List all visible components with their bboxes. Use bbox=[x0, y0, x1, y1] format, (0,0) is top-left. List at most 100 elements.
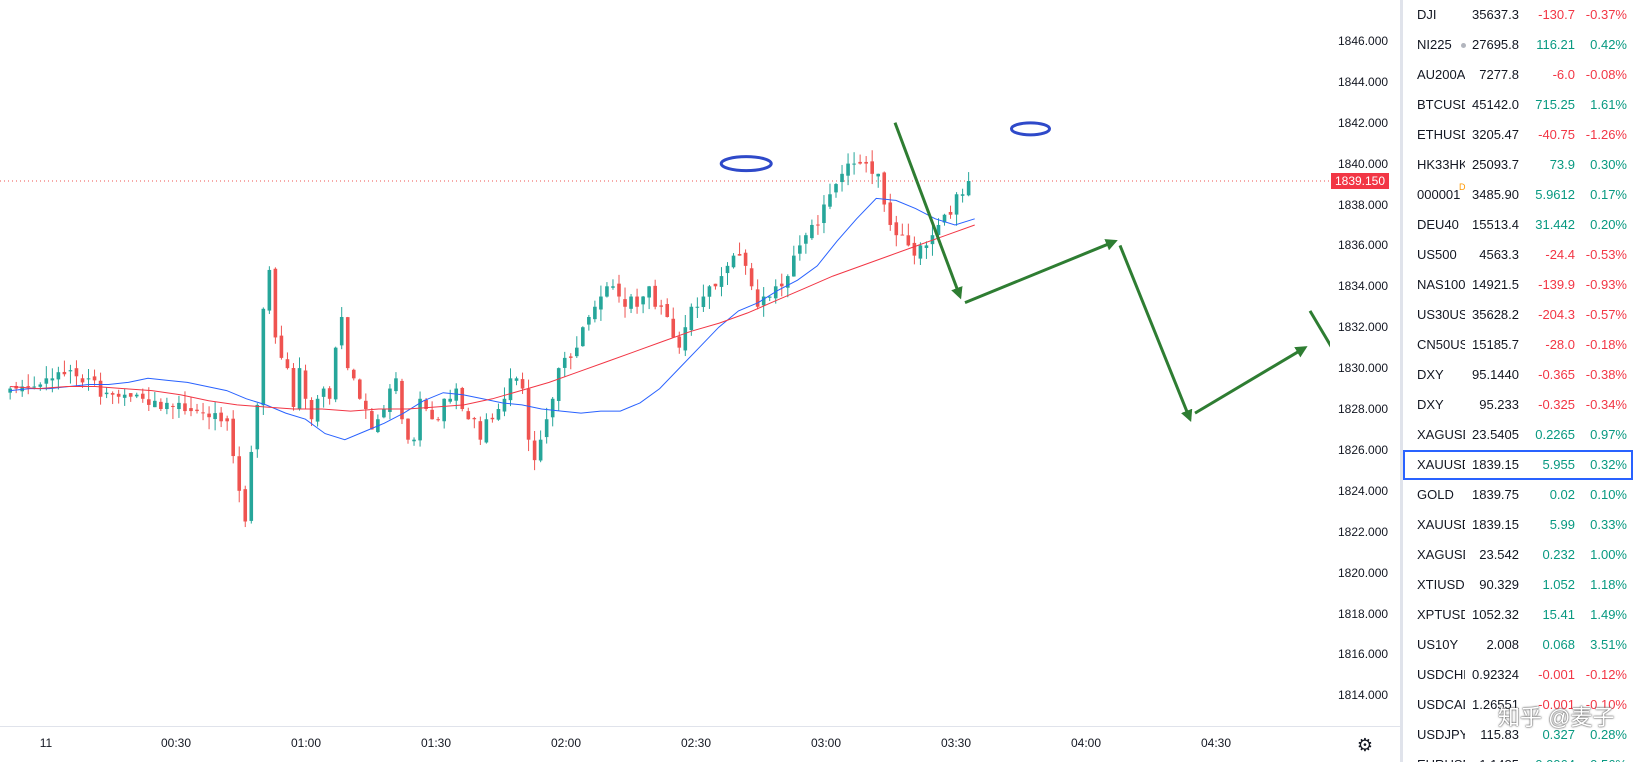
watchlist-change-percent: -0.08% bbox=[1585, 67, 1627, 82]
watchlist-row[interactable]: DEU40 15513.4 31.442 0.20% bbox=[1403, 210, 1633, 240]
chart-area[interactable] bbox=[0, 0, 1330, 726]
ma-fast-line bbox=[10, 197, 975, 441]
watchlist-row[interactable]: DXY 95.1440 -0.365 -0.38% bbox=[1403, 360, 1633, 390]
watchlist-change: 116.21 bbox=[1536, 37, 1575, 52]
candle-body bbox=[370, 411, 374, 430]
watchlist-row[interactable]: DXY 95.233 -0.325 -0.34% bbox=[1403, 390, 1633, 420]
watchlist-row[interactable]: ETHUSD 3205.47 -40.75 -1.26% bbox=[1403, 120, 1633, 150]
time-tick-label: 02:30 bbox=[680, 736, 712, 750]
candle-body bbox=[587, 316, 591, 325]
watchlist-change: -0.365 bbox=[1538, 367, 1575, 382]
watchlist-change-percent: 1.49% bbox=[1590, 607, 1627, 622]
watchlist-row[interactable]: USDJPY 115.83 0.327 0.28% bbox=[1403, 720, 1633, 750]
watchlist-row[interactable]: XPTUSD 1052.32 15.41 1.49% bbox=[1403, 600, 1633, 630]
candle-body bbox=[713, 283, 718, 287]
candle-body bbox=[273, 268, 278, 338]
candle-body bbox=[605, 286, 609, 297]
watchlist-last-price: 1.26551 bbox=[1472, 697, 1519, 712]
price-tick-label: 1828.000 bbox=[1338, 402, 1389, 416]
candle-body bbox=[864, 161, 868, 164]
watchlist-row[interactable]: USDCAD 1.26551 -0.001 -0.10% bbox=[1403, 690, 1633, 720]
time-tick-label: 01:00 bbox=[290, 736, 322, 750]
watchlist-change: -40.75 bbox=[1538, 127, 1575, 142]
chart-settings-gear-icon[interactable]: ⚙ bbox=[1330, 726, 1400, 763]
watchlist-row[interactable]: GOLD 1839.75 0.02 0.10% bbox=[1403, 480, 1633, 510]
candle-body bbox=[647, 286, 651, 298]
watchlist-row[interactable]: BTCUSD 45142.0 715.25 1.61% bbox=[1403, 90, 1633, 120]
forecast-arrow bbox=[1118, 244, 1193, 423]
watchlist-symbol: ETHUSD bbox=[1417, 127, 1465, 142]
candle-body bbox=[948, 211, 953, 215]
candle-body bbox=[593, 306, 597, 320]
current-price-label: 1839.150 bbox=[1331, 172, 1389, 189]
watchlist-symbol: DEU40 bbox=[1417, 217, 1459, 232]
watchlist-change-percent: 0.97% bbox=[1590, 427, 1627, 442]
candle-body bbox=[641, 296, 645, 305]
watchlist-row[interactable]: XAUUSD 1839.15 5.955 0.32% bbox=[1403, 450, 1633, 480]
candle-body bbox=[581, 327, 585, 347]
price-chart[interactable] bbox=[0, 0, 1330, 726]
watchlist-change-percent: 0.30% bbox=[1590, 157, 1627, 172]
price-tick-label: 1842.000 bbox=[1338, 115, 1389, 130]
watchlist-row[interactable]: EURUSD1.14850.00640.56% bbox=[1403, 750, 1633, 762]
candle-body bbox=[472, 418, 477, 420]
watchlist-change: 715.25 bbox=[1535, 97, 1575, 112]
watchlist-row[interactable]: CN50USD 15185.7 -28.0 -0.18% bbox=[1403, 330, 1633, 360]
candle-body bbox=[478, 421, 483, 440]
candle-body bbox=[792, 255, 796, 277]
watchlist-change: 0.232 bbox=[1542, 547, 1575, 562]
watchlist-last-price: 1052.32 bbox=[1472, 607, 1519, 622]
watchlist-row[interactable]: DJI 35637.3 -130.7 -0.37% bbox=[1403, 0, 1633, 30]
candle-body bbox=[623, 299, 627, 307]
candle-body bbox=[785, 276, 790, 288]
watchlist-row[interactable]: US500 4563.3 -24.4 -0.53% bbox=[1403, 240, 1633, 270]
watchlist-row[interactable]: US30USD 35628.2 -204.3 -0.57% bbox=[1403, 300, 1633, 330]
watchlist-row[interactable]: XTIUSD 90.329 1.052 1.18% bbox=[1403, 570, 1633, 600]
candle-body bbox=[544, 419, 549, 438]
time-tick-label: 01:30 bbox=[420, 736, 452, 750]
watchlist-row[interactable]: NI225 27695.8 116.21 0.42% bbox=[1403, 30, 1633, 60]
candle-body bbox=[104, 392, 109, 395]
watchlist-row[interactable]: HK33HK 25093.7 73.9 0.30% bbox=[1403, 150, 1633, 180]
watchlist-row[interactable]: XAGUSD 23.542 0.232 1.00% bbox=[1403, 540, 1633, 570]
candle-body bbox=[231, 418, 235, 457]
watchlist-change: 0.2265 bbox=[1535, 427, 1575, 442]
candle-body bbox=[870, 161, 874, 174]
candle-body bbox=[32, 386, 37, 388]
candle-body bbox=[617, 283, 621, 297]
watchlist-row[interactable]: XAGUSD 23.5405 0.2265 0.97% bbox=[1403, 420, 1633, 450]
watchlist-row[interactable]: XAUUSD 1839.15 5.99 0.33% bbox=[1403, 510, 1633, 540]
watchlist-change: -24.4 bbox=[1545, 247, 1575, 262]
candle-body bbox=[466, 411, 471, 420]
price-axis[interactable]: 1846.000 1844.000 1842.000 1840.000 1838.000… bbox=[1330, 0, 1400, 726]
candle-body bbox=[725, 265, 730, 274]
watchlist-last-price: 2.008 bbox=[1486, 637, 1519, 652]
watchlist-last-price: 1839.75 bbox=[1472, 487, 1519, 502]
candle-body bbox=[918, 245, 923, 259]
delayed-data-badge-icon: D bbox=[1459, 182, 1466, 192]
candle-body bbox=[484, 419, 489, 443]
watchlist-row[interactable]: US10Y 2.008 0.068 3.51% bbox=[1403, 630, 1633, 660]
price-tick-label: 1824.000 bbox=[1338, 483, 1389, 498]
watchlist-symbol: USDCHF bbox=[1417, 667, 1465, 682]
candle-body bbox=[514, 378, 519, 381]
candle-body bbox=[804, 235, 808, 244]
watchlist-change-percent: 0.20% bbox=[1590, 217, 1627, 232]
price-tick-label: 1838.000 bbox=[1338, 197, 1389, 212]
watchlist-row[interactable]: 000001 3485.90 5.9612 0.17% D bbox=[1403, 180, 1633, 210]
candle-body bbox=[822, 204, 826, 224]
forecast-arrow bbox=[1308, 310, 1330, 348]
candle-body bbox=[550, 398, 555, 418]
watchlist-symbol: US10Y bbox=[1417, 637, 1459, 652]
watchlist-row[interactable]: AU200A 7277.8 -6.0 -0.08% bbox=[1403, 60, 1633, 90]
time-axis[interactable]: 11 00:30 01:00 01:30 02:00 02:30 03:00 03:30 04:… bbox=[0, 726, 1330, 763]
watchlist-row[interactable]: USDCHF 0.92324 -0.001 -0.12% bbox=[1403, 660, 1633, 690]
watchlist-change-percent: -0.38% bbox=[1585, 367, 1627, 382]
watchlist-row[interactable]: NAS100 14921.5 -139.9 -0.93% bbox=[1403, 270, 1633, 300]
watchlist[interactable]: DJI 35637.3 -130.7 -0.37% NI225 27695.8 116.21… bbox=[1400, 0, 1634, 762]
candle-body bbox=[828, 194, 832, 207]
watchlist-symbol: XAGUSD bbox=[1417, 547, 1465, 562]
watchlist-change: -28.0 bbox=[1545, 337, 1575, 352]
candle-body bbox=[924, 245, 929, 248]
candle-body bbox=[611, 286, 615, 288]
